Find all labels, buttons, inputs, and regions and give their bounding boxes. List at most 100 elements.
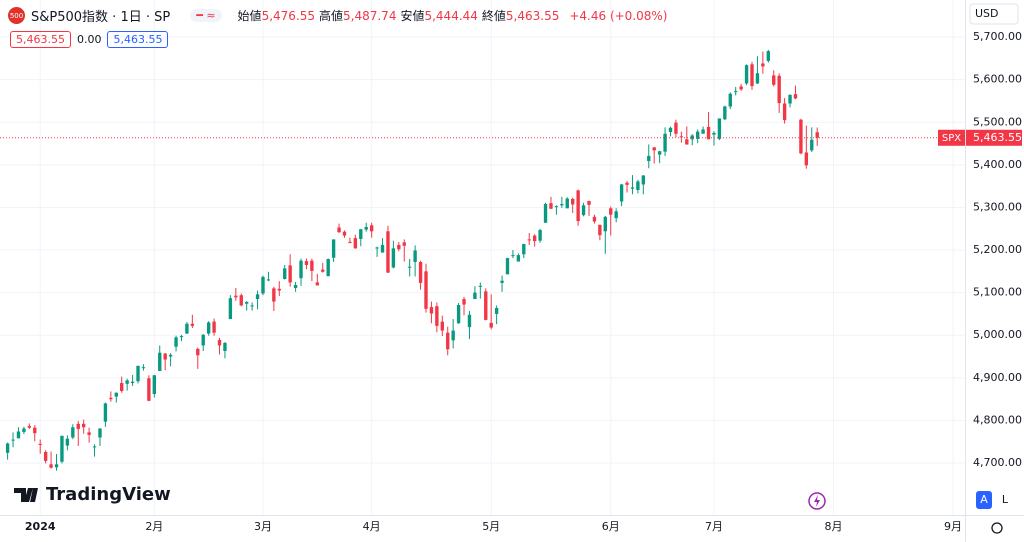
candle-body <box>793 94 798 99</box>
candle-body <box>739 86 743 90</box>
candle-body <box>141 367 146 369</box>
x-tick-label: 4月 <box>363 520 381 533</box>
candle-body <box>185 323 189 334</box>
candle-body <box>668 127 673 133</box>
y-tick-label: 5,100.00 <box>973 286 1022 299</box>
candle-body <box>603 216 607 232</box>
candle-body <box>310 260 314 271</box>
log-scale-label[interactable]: L <box>1002 493 1009 506</box>
candle-body <box>598 224 602 236</box>
candle-body <box>456 304 461 324</box>
candle-body <box>565 198 569 209</box>
candle-body <box>706 126 711 140</box>
candle-body <box>217 339 222 346</box>
candle-body <box>804 152 809 166</box>
candle-body <box>43 451 48 461</box>
auto-scale-button[interactable] <box>976 491 992 509</box>
candle-body <box>788 94 792 104</box>
candle-body <box>293 284 298 288</box>
candle-body <box>321 269 325 272</box>
y-tick-label: 4,900.00 <box>973 371 1022 384</box>
y-tick-label: 4,700.00 <box>973 456 1022 469</box>
logo-text: TradingView <box>46 484 171 505</box>
candle-body <box>386 231 390 273</box>
candle-body <box>532 235 537 242</box>
candle-body <box>489 322 493 328</box>
x-tick-label: 3月 <box>254 520 272 533</box>
candle-body <box>538 230 542 241</box>
candle-body <box>657 151 662 155</box>
legend-value: 5,444.44 <box>424 9 478 23</box>
events-icon[interactable] <box>808 492 826 510</box>
candle-body <box>636 181 640 190</box>
candle-body <box>288 265 292 283</box>
logo-icon <box>14 488 38 502</box>
legend-value: 5,487.74 <box>343 9 397 23</box>
candle-body <box>799 119 803 154</box>
candle-body <box>299 260 303 279</box>
candle-body <box>625 182 629 185</box>
candle-body <box>337 227 341 233</box>
y-tick-label: 5,400.00 <box>973 158 1022 171</box>
candle-body <box>614 211 618 219</box>
ohlc-legend: 始値5,476.55 高値5,487.74 安値5,444.44 終値5,463.55 <box>238 7 564 24</box>
status-pill[interactable]: ━ ≈ <box>190 9 222 22</box>
symbol-title[interactable]: S&P500指数 · 1日 · SP <box>31 10 171 25</box>
candle-body <box>136 365 140 382</box>
candle-body <box>87 432 91 435</box>
candle-body <box>576 190 580 222</box>
candle-body <box>228 298 233 320</box>
candle-body <box>462 299 466 305</box>
legend-value: 5,463.55 <box>505 9 560 23</box>
candle-body <box>76 423 80 429</box>
legend-label: 始値 <box>237 9 262 23</box>
candle-body <box>109 397 113 400</box>
candle-body <box>33 427 37 434</box>
y-tick-label: 5,600.00 <box>973 73 1022 86</box>
candle-body <box>494 307 499 314</box>
legend-row: 500 S&P500指数 · 1日 · SP ━ ≈ 始値5,476.55 高値5… <box>8 6 668 25</box>
candle-body <box>22 428 26 432</box>
candle-body <box>478 285 483 287</box>
candle-body <box>27 425 32 428</box>
candle-body <box>484 291 488 320</box>
legend-label: 安値 <box>400 9 425 23</box>
candle-body <box>158 352 162 372</box>
candle-body <box>782 103 787 121</box>
candle-body <box>266 279 271 281</box>
candle-body <box>130 381 135 383</box>
candle-body <box>728 93 732 107</box>
x-tick-label: 9月 <box>944 520 962 533</box>
candle-body <box>190 323 195 326</box>
candle-body <box>16 431 21 439</box>
candle-body <box>277 288 281 291</box>
candle-body <box>272 288 276 302</box>
candle-body <box>120 382 124 392</box>
candle-body <box>761 63 765 67</box>
candle-body <box>810 139 814 151</box>
y-tick-label: 5,000.00 <box>973 328 1022 341</box>
candle-body <box>342 231 347 236</box>
candle-body <box>619 184 624 202</box>
candle-body <box>125 380 129 384</box>
y-tick-label: 5,700.00 <box>973 30 1022 43</box>
candle-body <box>451 330 455 341</box>
candle-body <box>283 268 287 280</box>
candle-body <box>679 136 684 138</box>
currency-box[interactable] <box>969 3 1019 25</box>
ask: 5,463.55 <box>107 31 169 48</box>
x-tick-label: 8月 <box>825 520 843 533</box>
candle-body <box>250 305 254 307</box>
candle-body <box>364 227 368 230</box>
candle-body <box>663 133 667 152</box>
candle-body <box>435 306 439 326</box>
candle-body <box>255 294 260 300</box>
x-tick-label: 6月 <box>602 520 620 533</box>
candle-body <box>511 255 515 257</box>
candle-body <box>212 321 216 333</box>
candle-body <box>103 403 108 422</box>
x-tick-label: 7月 <box>705 520 723 533</box>
settings-icon[interactable] <box>991 522 1003 534</box>
candle-body <box>581 205 586 216</box>
